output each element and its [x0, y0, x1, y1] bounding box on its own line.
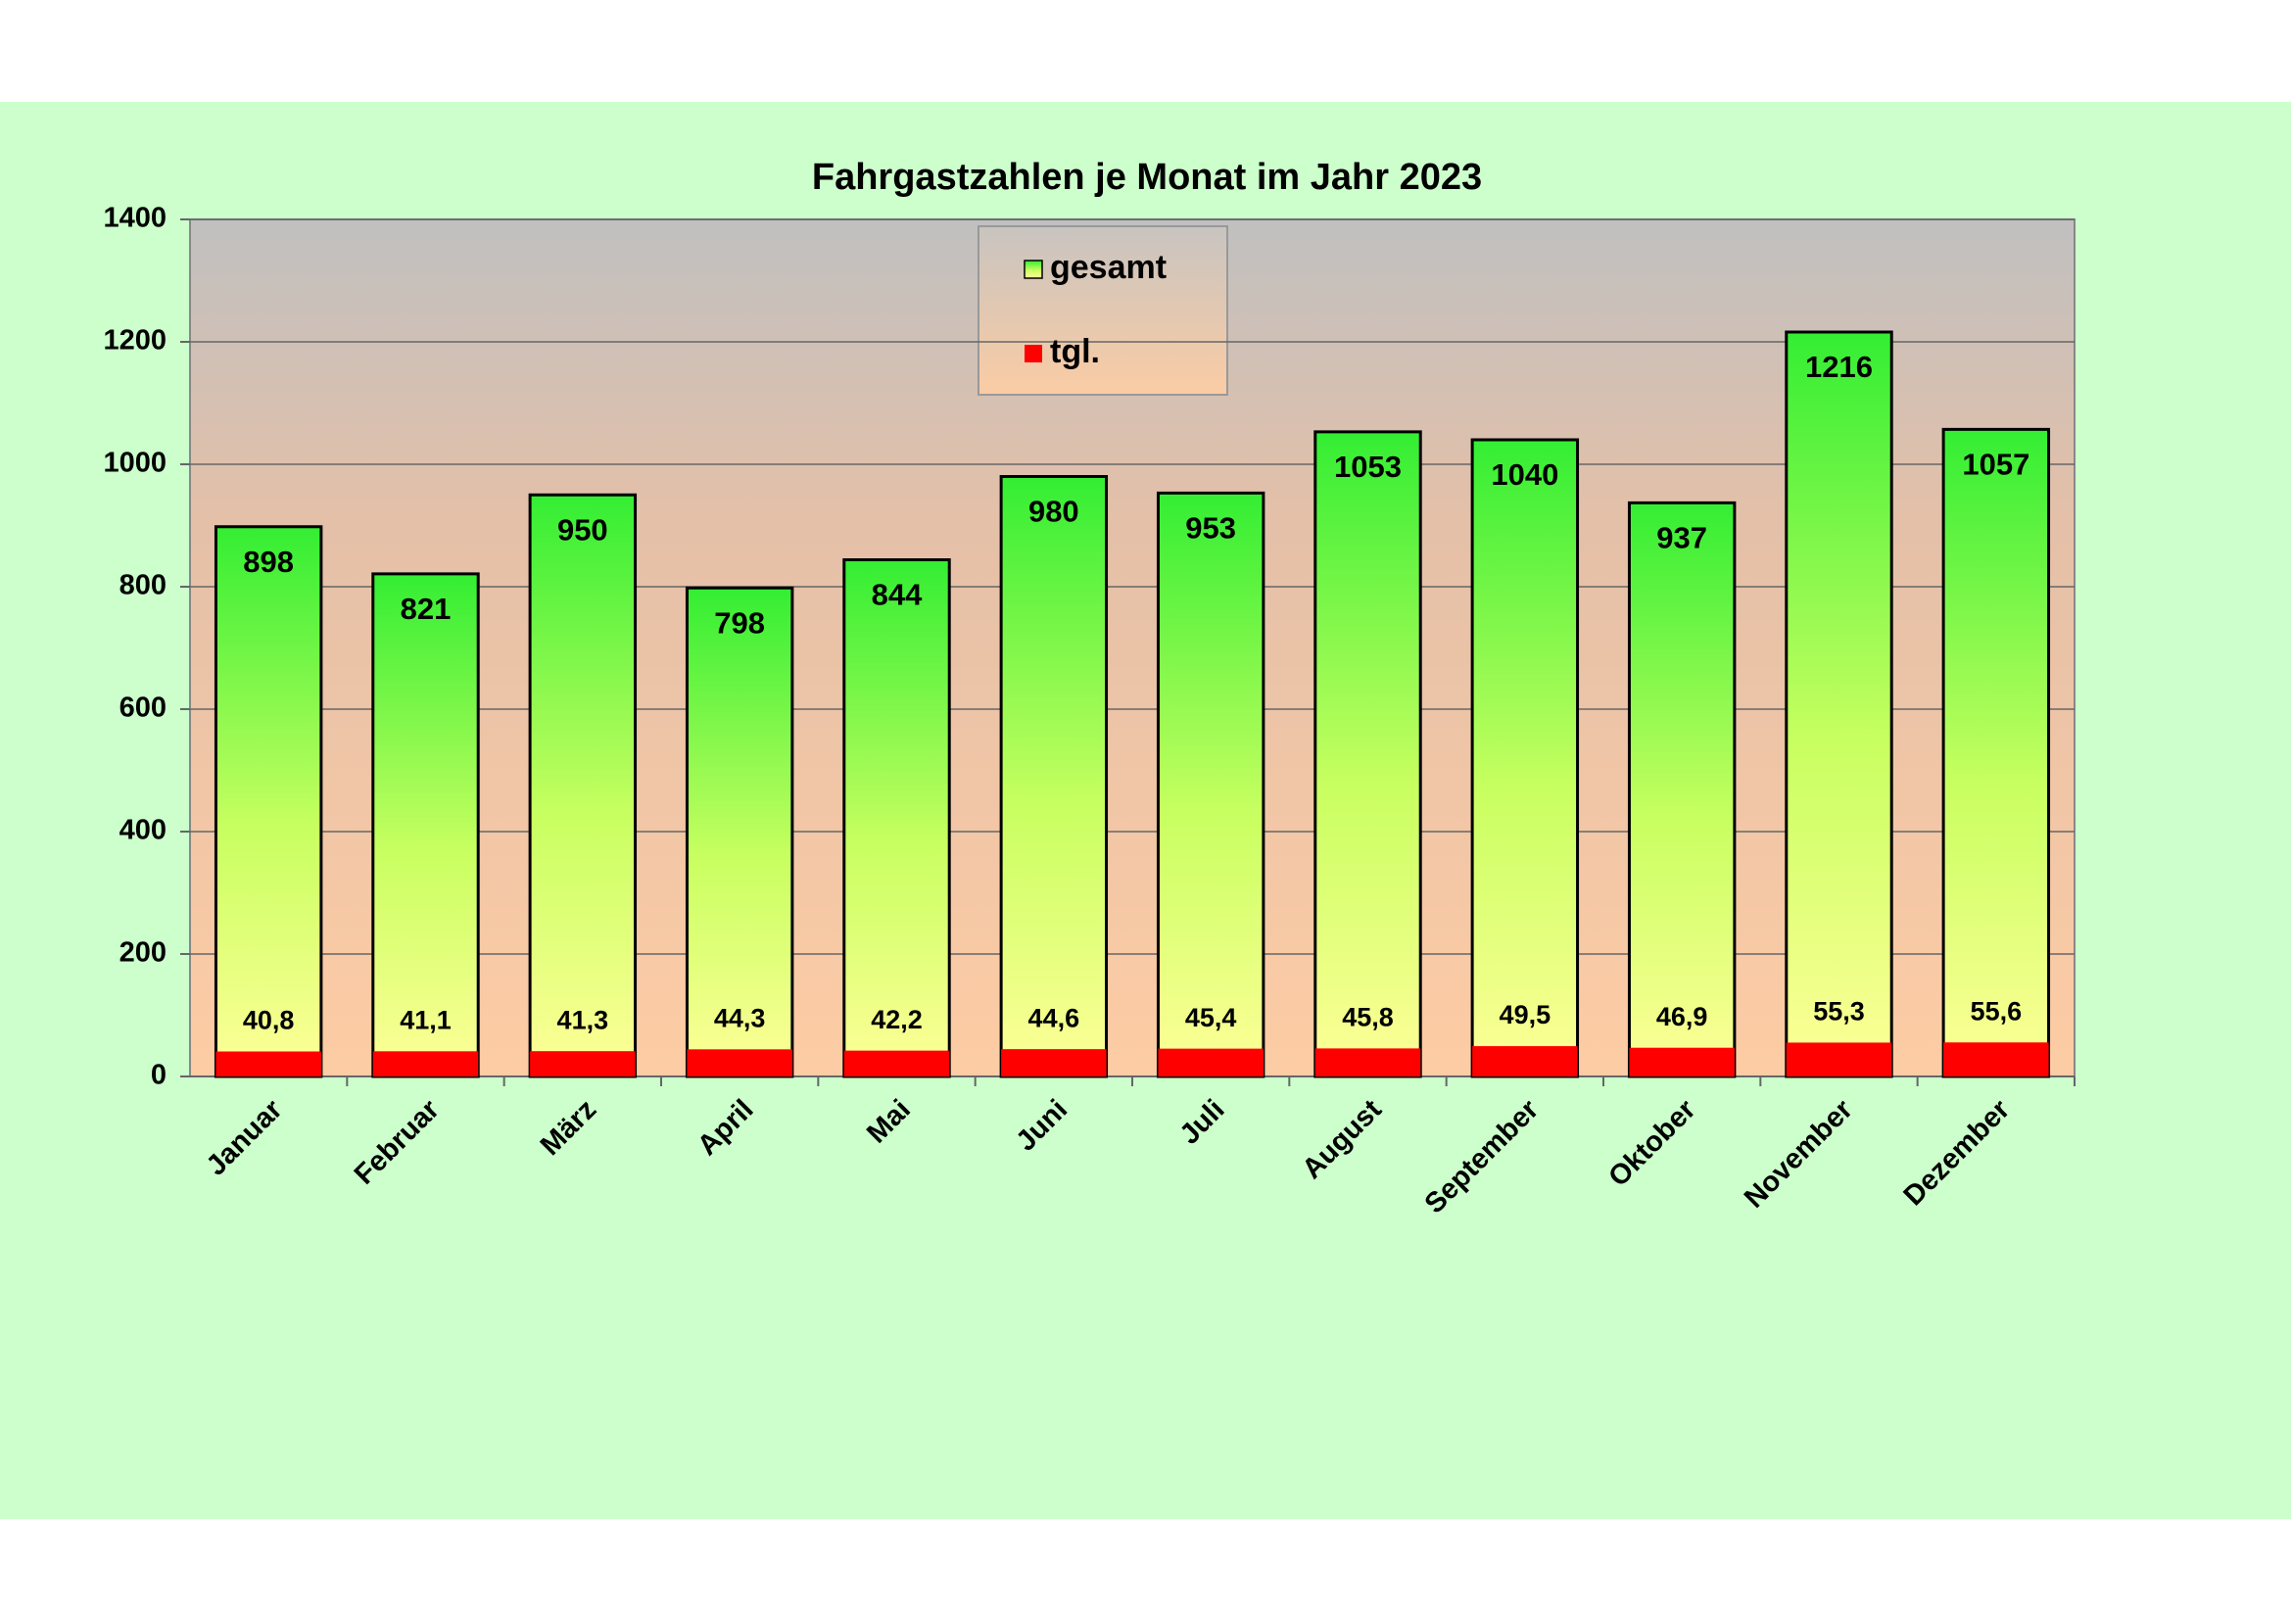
chart-title: Fahrgastzahlen je Monat im Jahr 2023 — [812, 157, 1482, 198]
legend-swatch — [1024, 260, 1043, 279]
bar — [999, 475, 1109, 1078]
value-label: 49,5 — [1500, 1000, 1551, 1029]
legend-label: gesamt — [1050, 249, 1167, 286]
value-label: 46,9 — [1656, 1002, 1708, 1031]
value-label: 798 — [714, 605, 765, 640]
bar — [1786, 1042, 1892, 1076]
bar — [1472, 1046, 1578, 1076]
value-label: 55,6 — [1971, 996, 2023, 1026]
bar — [215, 1051, 321, 1076]
value-label: 980 — [1028, 495, 1079, 529]
bar — [1941, 427, 2051, 1078]
value-label: 898 — [243, 545, 294, 579]
y-tick-label: 400 — [119, 815, 167, 846]
value-label: 42,2 — [871, 1005, 923, 1034]
value-label: 44,3 — [714, 1003, 766, 1032]
bar — [687, 1049, 792, 1076]
bar — [843, 1050, 950, 1076]
value-label: 844 — [872, 578, 923, 612]
value-label: 937 — [1656, 521, 1707, 555]
y-tick-label: 800 — [119, 570, 167, 601]
legend-swatch — [1025, 345, 1042, 362]
bar — [1156, 491, 1265, 1078]
bar — [685, 586, 794, 1078]
bar — [1627, 501, 1737, 1078]
value-label: 55,3 — [1813, 997, 1865, 1027]
y-tick-label: 1000 — [103, 448, 167, 479]
value-label: 1216 — [1805, 350, 1873, 384]
bar — [1001, 1049, 1107, 1076]
value-label: 45,4 — [1185, 1003, 1237, 1032]
bar — [1314, 1048, 1421, 1076]
value-label: 1040 — [1491, 457, 1558, 492]
bar — [1943, 1042, 2049, 1076]
value-label: 40,8 — [243, 1006, 295, 1035]
bar — [1158, 1048, 1264, 1076]
bar — [530, 1051, 636, 1076]
bar — [1785, 330, 1893, 1078]
bar — [528, 493, 638, 1078]
bar — [372, 1051, 479, 1076]
value-label: 953 — [1185, 511, 1236, 546]
value-label: 821 — [401, 592, 452, 626]
value-label: 45,8 — [1342, 1003, 1394, 1032]
bars: 898 40,8 821 41,1 950 41,3 798 44,3 844 42,2 980 44… — [214, 330, 2051, 1078]
bar — [842, 558, 951, 1078]
value-label: 950 — [557, 512, 608, 547]
value-label: 44,6 — [1028, 1003, 1080, 1032]
bar — [1470, 438, 1580, 1078]
bar — [214, 525, 323, 1078]
y-tick-label: 200 — [119, 937, 167, 969]
bar — [1629, 1047, 1735, 1076]
bar — [1313, 430, 1422, 1078]
value-label: 41,1 — [400, 1005, 452, 1034]
y-tick-label: 1400 — [103, 203, 167, 234]
y-tick-label: 1200 — [103, 325, 167, 357]
value-label: 1053 — [1334, 450, 1402, 484]
value-label: 1057 — [1962, 448, 2029, 482]
value-label: 41,3 — [557, 1005, 609, 1034]
legend — [978, 225, 1228, 396]
y-tick-label: 0 — [151, 1060, 167, 1091]
legend-label: tgl. — [1050, 333, 1100, 370]
y-tick-label: 600 — [119, 693, 167, 724]
bar — [371, 572, 480, 1078]
